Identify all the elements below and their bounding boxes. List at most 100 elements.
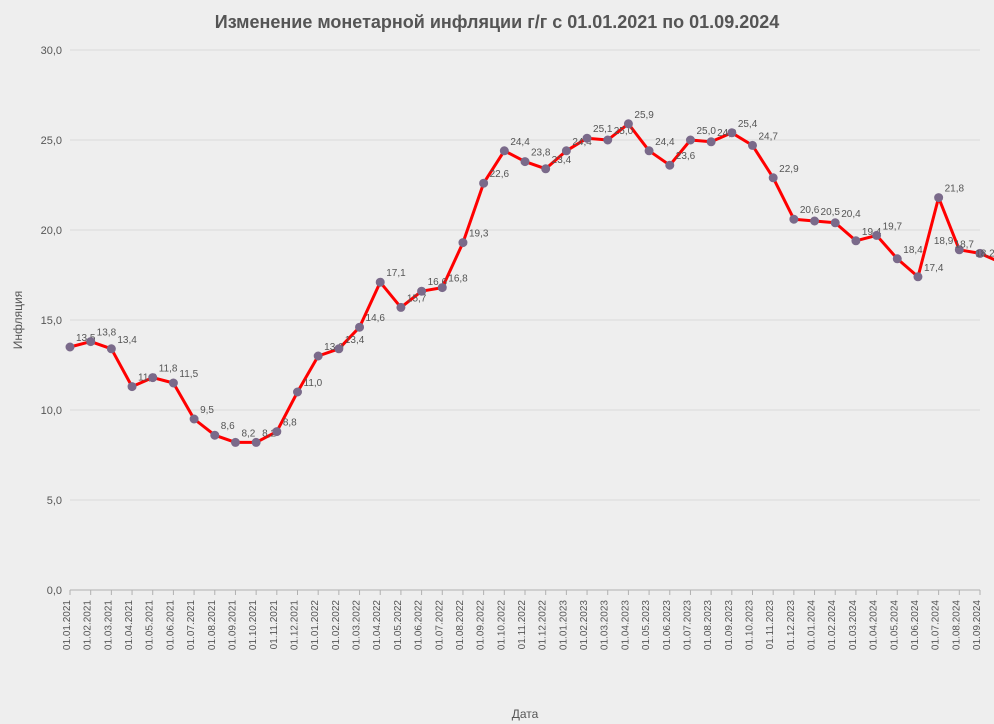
y-tick-label: 20,0	[41, 225, 62, 237]
data-label: 21,8	[945, 184, 965, 195]
data-label: 23,8	[531, 148, 551, 159]
x-tick-label: 01.09.2021	[227, 600, 238, 650]
x-tick-label: 01.07.2023	[682, 600, 693, 650]
x-tick-label: 01.12.2023	[786, 600, 797, 650]
data-marker	[418, 287, 426, 295]
x-tick-label: 01.04.2021	[124, 600, 135, 650]
data-marker	[190, 415, 198, 423]
data-label: 25,0	[696, 126, 716, 137]
data-label: 24,4	[510, 137, 530, 148]
data-marker	[252, 438, 260, 446]
data-marker	[831, 219, 839, 227]
x-tick-label: 01.10.2022	[496, 600, 507, 650]
data-marker	[624, 120, 632, 128]
data-label: 25,9	[634, 110, 654, 121]
x-tick-label: 01.02.2022	[331, 600, 342, 650]
x-tick-label: 01.04.2022	[372, 600, 383, 650]
data-label: 23,4	[552, 155, 572, 166]
data-marker	[790, 215, 798, 223]
data-marker	[335, 345, 343, 353]
series-line	[70, 124, 994, 443]
data-marker	[666, 161, 674, 169]
x-axis-label: Дата	[512, 707, 539, 721]
x-tick-label: 01.12.2022	[538, 600, 549, 650]
data-marker	[811, 217, 819, 225]
x-tick-label: 01.02.2021	[83, 600, 94, 650]
x-tick-label: 01.11.2021	[269, 600, 280, 650]
x-tick-label: 01.01.2021	[62, 600, 73, 650]
data-marker	[914, 273, 922, 281]
data-label: 23,6	[676, 151, 696, 162]
x-tick-label: 01.05.2024	[889, 600, 900, 650]
data-label: 25,4	[738, 119, 758, 130]
x-tick-label: 01.03.2024	[848, 600, 859, 650]
x-tick-label: 01.05.2021	[145, 600, 156, 650]
data-marker	[893, 255, 901, 263]
data-label: 8,6	[221, 421, 235, 432]
data-marker	[438, 284, 446, 292]
x-tick-label: 01.01.2024	[807, 600, 818, 650]
data-marker	[376, 278, 384, 286]
data-marker	[480, 179, 488, 187]
data-marker	[314, 352, 322, 360]
data-label: 9,5	[200, 405, 214, 416]
data-label: 18,9	[934, 236, 954, 247]
x-tick-label: 01.02.2023	[579, 600, 590, 650]
data-label: 13,8	[97, 328, 117, 339]
data-marker	[459, 239, 467, 247]
data-label: 17,1	[386, 268, 406, 279]
y-tick-label: 25,0	[41, 135, 62, 147]
x-tick-label: 01.01.2023	[558, 600, 569, 650]
data-label: 18,2	[975, 248, 994, 259]
data-marker	[645, 147, 653, 155]
data-marker	[107, 345, 115, 353]
data-label: 19,3	[469, 229, 489, 240]
data-label: 20,6	[800, 205, 820, 216]
data-marker	[583, 134, 591, 142]
y-tick-label: 5,0	[47, 495, 62, 507]
y-axis-label: Инфляция	[11, 291, 25, 349]
x-tick-label: 01.01.2022	[310, 600, 321, 650]
x-tick-label: 01.03.2023	[600, 600, 611, 650]
data-label: 8,2	[241, 428, 255, 439]
x-tick-label: 01.10.2021	[248, 600, 259, 650]
data-label: 11,0	[304, 378, 323, 389]
data-label: 8,8	[283, 418, 297, 429]
data-label: 24,7	[759, 131, 779, 142]
x-tick-label: 01.08.2023	[703, 600, 714, 650]
chart-svg: 0,05,010,015,020,025,030,001.01.202101.0…	[0, 0, 994, 724]
x-tick-label: 01.11.2023	[765, 600, 776, 650]
data-label: 13,4	[345, 335, 365, 346]
x-tick-label: 01.07.2024	[931, 600, 942, 650]
data-marker	[294, 388, 302, 396]
y-tick-label: 30,0	[41, 45, 62, 57]
x-tick-label: 01.06.2022	[414, 600, 425, 650]
data-marker	[231, 438, 239, 446]
data-marker	[707, 138, 715, 146]
data-label: 19,7	[883, 221, 903, 232]
x-tick-label: 01.11.2022	[517, 600, 528, 650]
data-label: 25,1	[593, 124, 613, 135]
x-tick-label: 01.07.2022	[434, 600, 445, 650]
data-label: 18,7	[955, 239, 975, 250]
data-marker	[500, 147, 508, 155]
x-tick-label: 01.08.2021	[207, 600, 218, 650]
x-tick-label: 01.03.2021	[103, 600, 114, 650]
data-marker	[852, 237, 860, 245]
data-marker	[169, 379, 177, 387]
x-tick-label: 01.09.2022	[476, 600, 487, 650]
data-label: 17,4	[924, 263, 944, 274]
chart-container: Изменение монетарной инфляции г/г с 01.0…	[0, 0, 994, 724]
y-tick-label: 0,0	[47, 585, 62, 597]
data-marker	[686, 136, 694, 144]
x-tick-label: 01.06.2024	[910, 600, 921, 650]
data-marker	[769, 174, 777, 182]
x-tick-label: 01.10.2023	[745, 600, 756, 650]
x-tick-label: 01.08.2024	[951, 600, 962, 650]
data-marker	[149, 374, 157, 382]
data-label: 11,8	[159, 364, 178, 375]
x-tick-label: 01.06.2023	[662, 600, 673, 650]
x-tick-label: 01.12.2021	[290, 600, 301, 650]
data-marker	[356, 323, 364, 331]
x-tick-label: 01.05.2023	[641, 600, 652, 650]
